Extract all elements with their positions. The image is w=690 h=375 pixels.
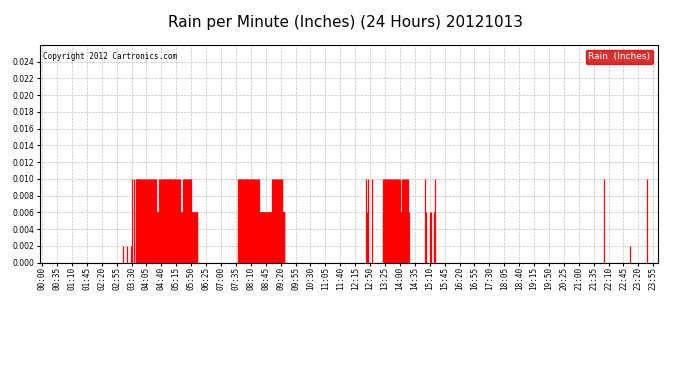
Legend: Rain  (Inches): Rain (Inches) — [586, 50, 653, 64]
Text: Copyright 2012 Cartronics.com: Copyright 2012 Cartronics.com — [43, 51, 177, 60]
Text: Rain per Minute (Inches) (24 Hours) 20121013: Rain per Minute (Inches) (24 Hours) 2012… — [168, 15, 522, 30]
